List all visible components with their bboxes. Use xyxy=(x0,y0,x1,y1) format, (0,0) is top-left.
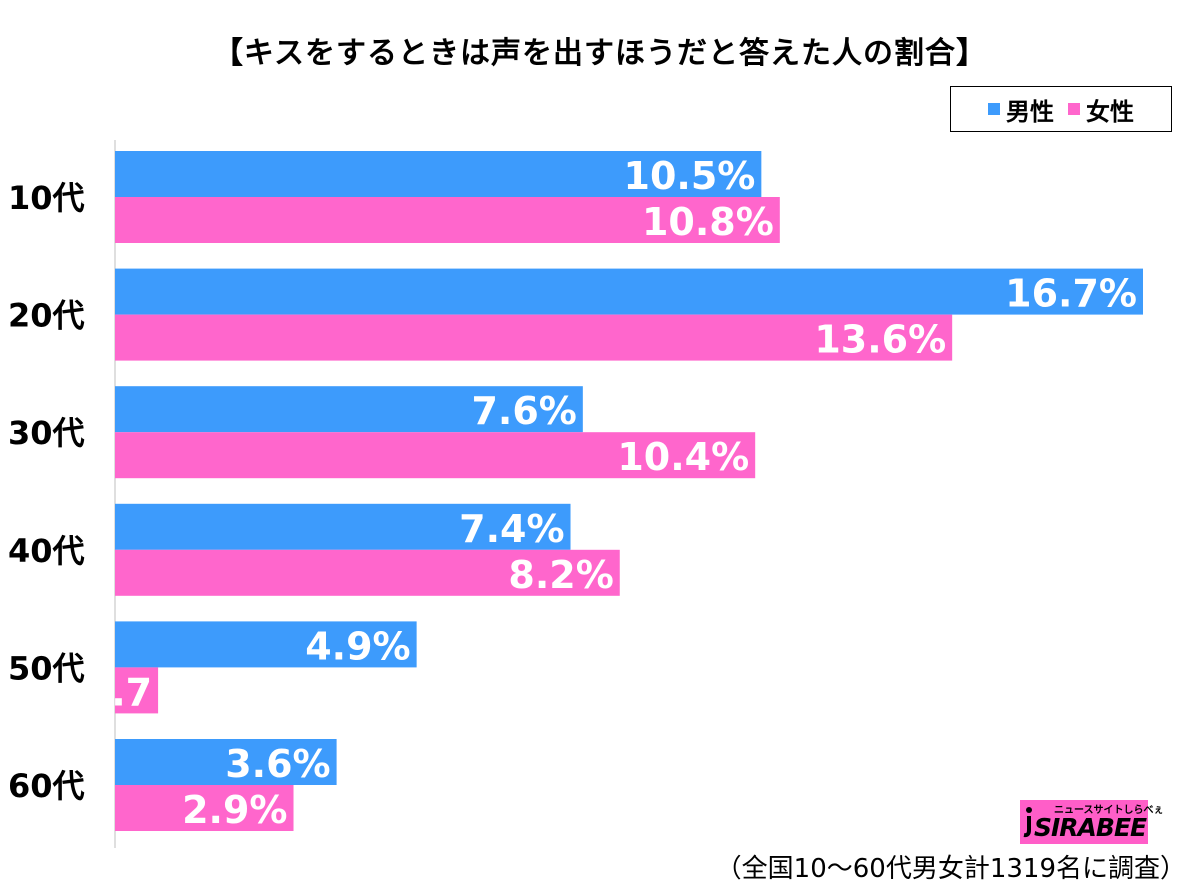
data-label: 3.6% xyxy=(225,742,330,786)
category-label: 30代 xyxy=(8,414,85,452)
data-label: 10.8% xyxy=(642,200,774,244)
data-label: 16.7% xyxy=(1005,272,1137,316)
logo-wordmark: SIRABEE xyxy=(1034,813,1147,842)
bar-male xyxy=(115,268,1143,315)
data-label: 2.9% xyxy=(182,788,287,832)
bar-male xyxy=(115,621,417,668)
bar-female xyxy=(115,667,159,714)
bar-female xyxy=(115,549,620,596)
category-label: 60代 xyxy=(8,767,85,805)
legend-swatch-female xyxy=(1068,103,1080,115)
data-label: 13.6% xyxy=(814,318,946,362)
legend-item-female: 女性 xyxy=(1068,92,1134,127)
category-label: 20代 xyxy=(8,297,85,335)
bar-male xyxy=(115,386,583,433)
chart-title: 【キスをするときは声を出すほうだと答えた人の割合】 xyxy=(212,36,988,71)
data-label: 7.4% xyxy=(459,507,564,551)
legend-item-male: 男性 xyxy=(988,92,1054,127)
data-label: 10.5% xyxy=(624,154,756,198)
data-label: 4.9% xyxy=(305,624,410,668)
legend-label-female: 女性 xyxy=(1086,97,1134,126)
data-label: 7.6% xyxy=(471,389,576,433)
data-label: 8.2% xyxy=(508,553,613,597)
legend-label-male: 男性 xyxy=(1006,97,1054,126)
bar-female xyxy=(115,314,953,361)
bar-male xyxy=(115,151,762,197)
logo-hook-icon xyxy=(1023,807,1032,838)
legend: 男性 女性 xyxy=(950,86,1172,132)
data-label: 0.7 xyxy=(85,670,152,714)
legend-swatch-male xyxy=(988,103,1000,115)
bar-female xyxy=(115,197,780,243)
sirabee-logo: ニュースサイトしらべぇ SIRABEE xyxy=(1020,800,1164,844)
survey-footnote: （全国10～60代男女計1319名に調査） xyxy=(715,854,1186,884)
category-label: 50代 xyxy=(8,649,85,687)
data-label: 10.4% xyxy=(617,435,749,479)
logo-subtitle: ニュースサイトしらべぇ xyxy=(1054,805,1164,816)
bar-female xyxy=(115,432,756,479)
category-label: 10代 xyxy=(8,179,85,217)
category-label: 40代 xyxy=(8,532,85,570)
bar-male xyxy=(115,739,337,785)
bar-female xyxy=(115,785,294,831)
bar-male xyxy=(115,503,571,550)
